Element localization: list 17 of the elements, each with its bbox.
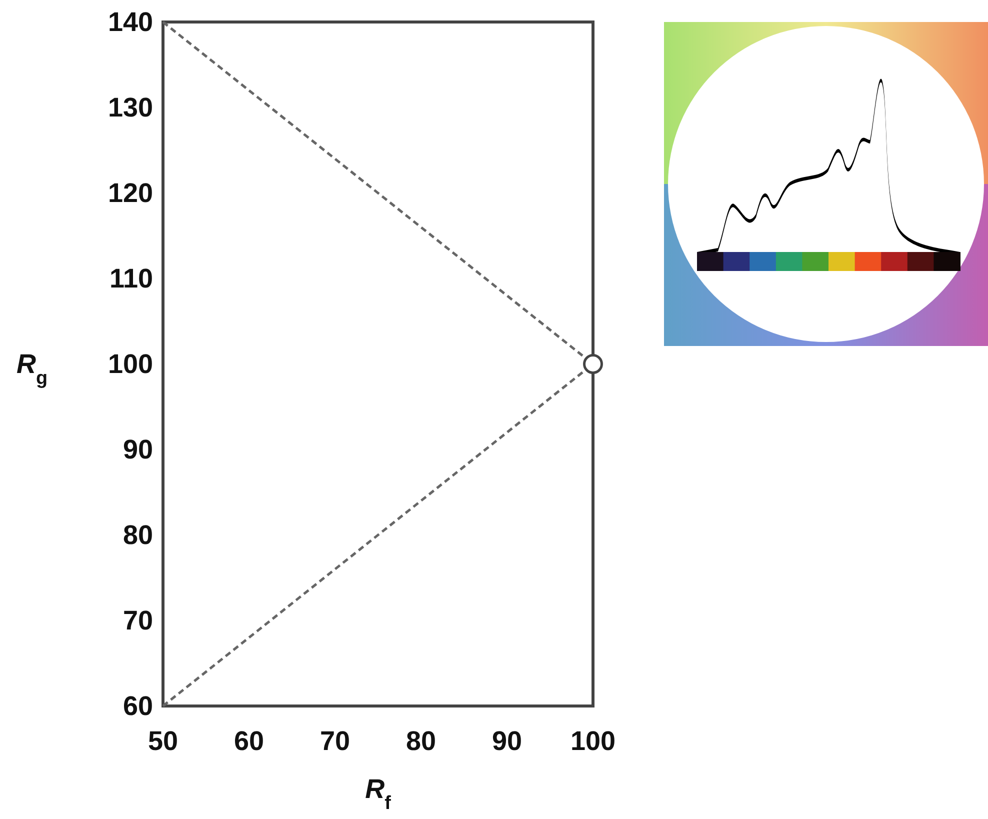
y-tick-label: 70 [122,606,153,636]
y-tick-label: 60 [122,691,153,721]
y-tick-label: 90 [122,434,153,464]
y-tick-label: 110 [109,264,153,294]
x-tick-label: 90 [492,726,522,756]
x-tick-label: 60 [234,726,264,756]
y-axis-title: R$_{g}$ [16,349,48,388]
y-tick-label: 100 [108,349,153,379]
y-tick-label: 120 [108,178,153,208]
x-tick-label: 100 [570,726,616,756]
x-axis-title: R$_{f}$ [365,774,392,814]
y-tick-label: 140 [108,7,153,37]
y-tick-label: 130 [108,92,153,122]
x-tick-label: 80 [406,726,436,756]
x-tick-label: 70 [320,726,350,756]
y-tick-label: 80 [122,520,153,550]
x-tick-label: 50 [148,726,178,756]
